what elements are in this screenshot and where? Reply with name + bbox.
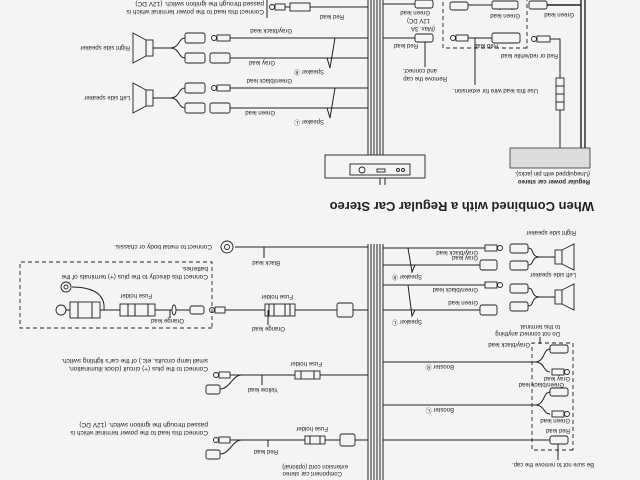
remove-cap-note: and connect. — [402, 67, 437, 73]
gray-lead-label: Gray lead — [452, 254, 478, 260]
stereo-label: Regular power car stereo — [518, 178, 590, 184]
battery-connection-box: Orange lead Fuse holder Connect this dir… — [19, 261, 213, 329]
no-connect-note: Do not connect anything — [495, 330, 560, 336]
booster-red-label: Red lead — [546, 427, 570, 433]
ignition-note: Connect this lead to the power terminal … — [70, 429, 208, 436]
black-lead: Black lead Connect to metal body or chas… — [114, 240, 368, 265]
battery-note: Connect this directly to the plus (+) te… — [61, 273, 208, 280]
gray-black-lead-label: Gray/black lead — [436, 249, 478, 255]
speaker-r-label: Speaker Ⓡ — [392, 273, 422, 281]
ignition-note: passed through the ignition switch. (12V… — [135, 0, 264, 7]
head-unit-icon — [324, 154, 426, 185]
section-title: When Combined with a Regular Car Stereo — [330, 199, 594, 214]
green-black-lead-label: Green/black lead — [247, 77, 292, 83]
yellow-lead: Yellow lead Fuse holder Connect to the p… — [61, 357, 368, 395]
fuse-holder-label: Fuse holder — [296, 425, 328, 431]
green-lead-label: Green lead — [400, 9, 430, 15]
gray-black-lead-label: Gray/black lead — [250, 27, 292, 33]
black-lead-label: Black lead — [252, 259, 280, 265]
stereo-connection: Red or red/white lead Green lead Regular… — [501, 0, 591, 184]
red-lead-label: Red lead — [394, 42, 418, 48]
max-rating-label: (Max. 3A — [411, 25, 435, 31]
ignition-note: Connect this lead to the power terminal … — [126, 8, 264, 15]
stereo-green-lead-label: Green lead — [544, 11, 574, 17]
fuse-holder-icon — [119, 303, 156, 317]
fuse-holder-icon — [294, 370, 321, 380]
diagram-combined: Component car stereo extension cord (opt… — [19, 229, 594, 480]
orange-lead: Orange lead Fuse holder — [209, 293, 368, 331]
lighting-note: Connect to the plus (+) circuit (clock i… — [68, 365, 208, 372]
regular-car-stereo-icon — [509, 147, 591, 169]
green-lead-label: Green lead — [245, 109, 275, 115]
component-cord-label: extension cord (optional) — [282, 463, 348, 469]
left-speaker-label: Left side speaker — [530, 271, 576, 277]
orange-lead-label: Orange lead — [252, 325, 285, 331]
booster-gray-black-label: Gray/black lead — [488, 341, 530, 347]
booster-box: Gray/black lead Gray lead Green/black le… — [383, 341, 594, 467]
fuse-holder-icon — [264, 303, 296, 317]
speakers-b: Right side speaker Left side speaker Gra… — [80, 27, 368, 126]
left-speaker-icon — [132, 82, 154, 114]
fuse-holder-label: Fuse holder — [261, 293, 293, 299]
fuse-holder-label: Fuse holder — [120, 292, 152, 298]
speaker-l-label: Speaker Ⓛ — [392, 318, 422, 326]
power-leads-b: Red lead (Max. 3A 12V DC) Green lead Rem… — [383, 0, 447, 81]
speaker-r-label: Speaker Ⓡ — [294, 68, 324, 76]
battery-note: batteries. — [181, 265, 208, 272]
battery-terminal-icon — [55, 304, 67, 316]
right-speaker-icon — [132, 32, 154, 64]
red-lead-ignition: Component car stereo extension cord (opt… — [70, 421, 368, 476]
diagram-regular: Red lead Connect this lead to the power … — [80, 0, 591, 185]
speakers-a: Right side speaker Left side speaker Gra… — [383, 229, 576, 344]
red-lead-label: Red lead — [254, 448, 278, 454]
right-speaker-icon — [554, 243, 575, 271]
red-lead-ignition-b: Red lead Connect this lead to the power … — [126, 0, 368, 19]
booster-r-label: Booster Ⓡ — [426, 363, 454, 371]
max-rating-label: 12V DC) — [407, 17, 430, 23]
booster-gray-label: Gray lead — [544, 375, 570, 381]
left-speaker-icon — [554, 283, 575, 311]
booster-l-label: Booster Ⓛ — [426, 406, 454, 414]
extension-note: Use this lead wire for extension. — [453, 87, 538, 93]
stereo-label: (Unequipped with pin jacks). — [514, 170, 590, 176]
component-cord-label: Component car stereo — [282, 470, 342, 476]
fuse-holder-label: Fuse holder — [290, 360, 322, 366]
right-speaker-label: Right side speaker — [80, 44, 130, 50]
remove-cap-note: Remove the cap — [403, 75, 447, 81]
red-white-lead-label: Red or red/white lead — [501, 52, 558, 58]
booster-green-label: Green lead — [540, 417, 570, 423]
booster-green-black-label: Green/black lead — [519, 381, 564, 387]
extension-green-lead-label: Green lead — [490, 12, 520, 18]
left-speaker-label: Left side speaker — [84, 94, 130, 100]
green-black-lead-label: Green/black lead — [433, 286, 478, 292]
green-lead-label: Green lead — [448, 299, 478, 305]
ignition-note: passed through the ignition switch. (12V… — [79, 421, 208, 428]
wire-bundle — [367, 244, 384, 480]
cap-note: Be sure not to remove the cap. — [512, 461, 594, 467]
fuse-holder-icon — [304, 435, 326, 445]
gray-lead-label: Gray lead — [249, 59, 275, 65]
extension-red-lead-label: Red lead — [474, 42, 498, 48]
extension-box: Red lead Green lead — [442, 0, 528, 85]
yellow-lead-label: Yellow lead — [248, 386, 278, 392]
no-connect-note: to this terminal. — [519, 323, 560, 329]
red-lead-label: Red lead — [320, 13, 344, 19]
orange-lead-label: Orange lead — [151, 317, 184, 323]
chassis-note: Connect to metal body or chassis. — [114, 243, 212, 250]
right-speaker-label: Right side speaker — [526, 229, 576, 235]
lighting-note: small lamp circuits, etc.) of the car's … — [61, 357, 208, 364]
speaker-l-label: Speaker Ⓛ — [294, 118, 324, 126]
extension-connector — [339, 433, 356, 447]
